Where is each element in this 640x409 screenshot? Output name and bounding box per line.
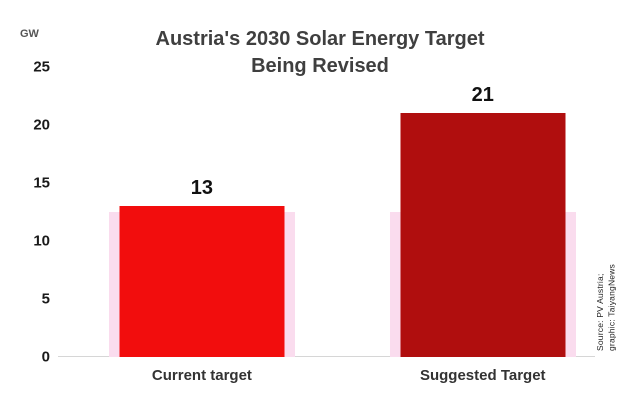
source-credit-line1: Source: PV Austria;: [595, 273, 606, 351]
source-credit-line2: graphic: TaiyangNews: [606, 264, 617, 351]
bar-value-label: 13: [190, 177, 214, 200]
x-axis-line: [58, 356, 595, 357]
bar-current-target: [119, 206, 285, 357]
y-tick-label: 15: [33, 174, 50, 192]
category-label: Current target: [151, 367, 252, 384]
y-tick-label: 20: [33, 116, 50, 134]
source-credit: Source: PV Austria; graphic: TaiyangNews: [595, 264, 618, 351]
y-axis-unit-label: GW: [20, 28, 39, 40]
y-tick-label: 0: [41, 348, 50, 366]
chart-title-line2: Being Revised: [251, 55, 389, 77]
bar-suggested-target: [400, 113, 566, 357]
y-tick-label: 25: [33, 58, 50, 76]
y-tick-label: 10: [33, 232, 50, 250]
bar-value-label: 21: [471, 84, 494, 107]
plot-area: 13 21: [58, 67, 595, 357]
x-axis-category-labels: Current target Suggested Target: [58, 367, 595, 391]
chart-title: Austria's 2030 Solar Energy Target Being…: [0, 26, 640, 80]
y-axis-ticks: 0 5 10 15 20 25: [8, 59, 50, 366]
y-tick-label: 5: [41, 290, 50, 308]
chart-title-line1: Austria's 2030 Solar Energy Target: [155, 28, 485, 50]
category-label: Suggested Target: [419, 367, 546, 384]
